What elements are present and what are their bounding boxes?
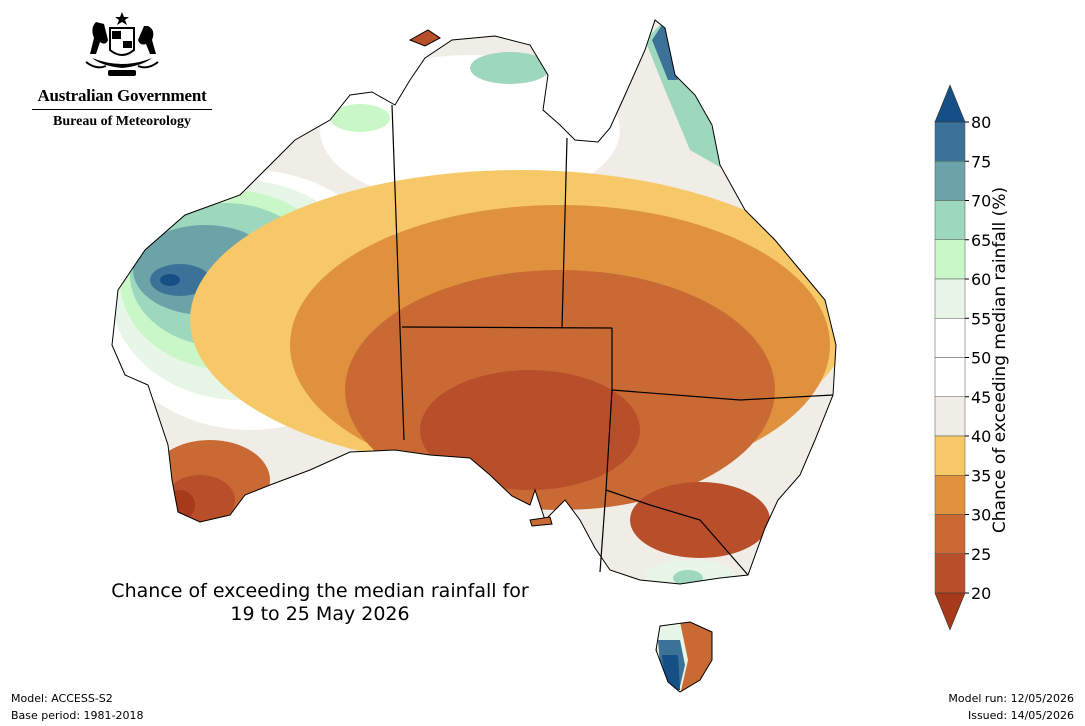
colorbar-tick-label: 45 <box>971 388 991 407</box>
map-title-line2: 19 to 25 May 2026 <box>230 603 410 625</box>
colorbar-tick-label: 25 <box>971 545 991 564</box>
colorbar-band <box>934 318 966 358</box>
footer-right: Model run: 12/05/2026 Issued: 14/05/2026 <box>948 690 1074 724</box>
colorbar-label: Chance of exceeding median rainfall (%) <box>990 186 1010 534</box>
colorbar-min-arrow <box>934 592 966 631</box>
colorbar-tick-label: 20 <box>971 584 991 603</box>
bom-logo: Australian Government Bureau of Meteorol… <box>28 10 216 130</box>
colorbar-tick-label: 70 <box>971 192 991 211</box>
colorbar-band <box>934 357 966 397</box>
colorbar-band <box>934 553 966 594</box>
state-borders <box>391 104 834 576</box>
map-title: Chance of exceeding the median rainfall … <box>70 580 570 626</box>
colorbar-band <box>934 278 966 319</box>
colorbar-tick-label: 30 <box>971 506 991 525</box>
colorbar-band <box>934 475 966 515</box>
colorbar-band <box>934 514 966 554</box>
footer-left: Model: ACCESS-S2 Base period: 1981-2018 <box>11 690 143 724</box>
colorbar-band <box>934 121 966 162</box>
base-period: Base period: 1981-2018 <box>11 709 144 722</box>
government-name: Australian Government <box>37 86 207 105</box>
bureau-name: Bureau of Meteorology <box>53 114 191 129</box>
colorbar-tick-label: 55 <box>971 309 991 328</box>
issued-date: Issued: 14/05/2026 <box>967 709 1074 722</box>
colorbar-tick-label: 80 <box>971 113 991 132</box>
colorbar-band <box>934 161 966 201</box>
colorbar-tick-label: 40 <box>971 427 991 446</box>
colorbar-band <box>934 239 966 280</box>
logo-divider <box>32 109 212 110</box>
colorbar-tick-label: 75 <box>971 152 991 171</box>
australia-map-svg <box>111 19 837 693</box>
map-title-line1: Chance of exceeding the median rainfall … <box>111 580 529 602</box>
rainfall-outlook-map <box>100 5 850 720</box>
colorbar-max-arrow <box>934 84 966 123</box>
colorbar-tick-label: 50 <box>971 349 991 368</box>
colorbar-tick-label: 35 <box>971 466 991 485</box>
colorbar-band <box>934 435 966 476</box>
colorbar-band <box>934 396 966 437</box>
colorbar-tick-label: 65 <box>971 231 991 250</box>
colorbar-tick-label: 60 <box>971 270 991 289</box>
colorbar-legend: 80 75 70 65 60 55 50 45 40 35 30 25 20 <box>925 80 1075 640</box>
model-run-date: Model run: 12/05/2026 <box>948 692 1074 705</box>
model-name: Model: ACCESS-S2 <box>11 692 113 705</box>
coat-of-arms-icon <box>85 12 159 76</box>
colorbar: 80 75 70 65 60 55 50 45 40 35 30 25 20 <box>934 84 991 631</box>
colorbar-band <box>934 200 966 240</box>
